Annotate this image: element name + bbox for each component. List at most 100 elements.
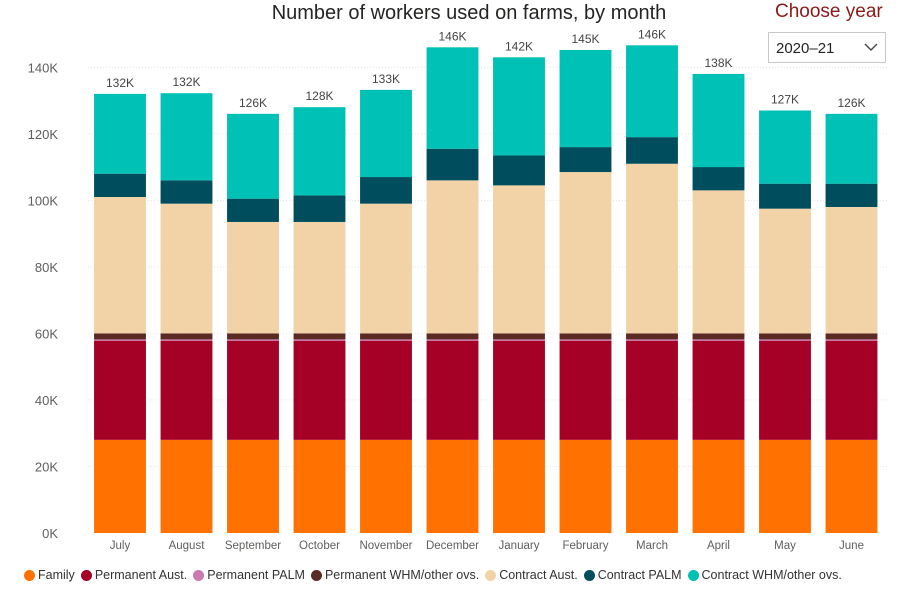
bar-segment-contract-whm-other-ovs--march[interactable] (626, 45, 678, 138)
bar-segment-contract-whm-other-ovs--november[interactable] (360, 89, 412, 178)
bar-segment-contract-aust--september[interactable] (227, 221, 279, 334)
bar-segment-contract-palm-february[interactable] (559, 147, 612, 173)
bar-segment-permanent-palm-february[interactable] (559, 339, 612, 341)
legend-item[interactable]: Permanent WHM/other ovs. (310, 568, 480, 582)
bar-segment-contract-whm-other-ovs--june[interactable] (825, 113, 878, 184)
bar-segment-permanent-palm-january[interactable] (493, 339, 545, 341)
bar-segment-contract-aust--april[interactable] (692, 190, 745, 334)
legend-swatch (485, 569, 497, 581)
bar-segment-permanent-aust--august[interactable] (160, 340, 213, 440)
x-tick-label: July (110, 540, 131, 552)
bar-segment-permanent-whm-other-ovs--february[interactable] (559, 333, 612, 340)
bar-segment-permanent-whm-other-ovs--october[interactable] (293, 333, 346, 340)
legend-item[interactable]: Family (24, 568, 75, 582)
bar-segment-permanent-whm-other-ovs--july[interactable] (94, 333, 146, 340)
bar-segment-family-may[interactable] (759, 439, 811, 533)
chevron-down-icon (864, 43, 878, 51)
total-label: 127K (771, 93, 799, 107)
bar-segment-contract-whm-other-ovs--january[interactable] (493, 57, 545, 156)
bar-segment-permanent-aust--april[interactable] (692, 340, 745, 440)
bar-segment-contract-palm-september[interactable] (227, 198, 279, 222)
bar-segment-contract-whm-other-ovs--february[interactable] (559, 49, 612, 148)
bar-segment-contract-aust--march[interactable] (626, 163, 678, 334)
bar-segment-permanent-whm-other-ovs--december[interactable] (426, 333, 479, 340)
bar-segment-family-february[interactable] (559, 439, 612, 533)
bar-segment-permanent-palm-december[interactable] (426, 339, 479, 341)
bar-segment-permanent-palm-july[interactable] (94, 339, 146, 341)
bar-segment-permanent-whm-other-ovs--august[interactable] (160, 333, 213, 340)
bar-segment-permanent-whm-other-ovs--november[interactable] (360, 333, 412, 340)
legend-item[interactable]: Permanent PALM (193, 568, 305, 582)
bar-segment-family-december[interactable] (426, 439, 479, 533)
bar-segment-permanent-palm-may[interactable] (759, 339, 811, 341)
bar-segment-permanent-aust--may[interactable] (759, 340, 811, 440)
bar-segment-permanent-aust--september[interactable] (227, 340, 279, 440)
bar-segment-contract-palm-may[interactable] (759, 183, 811, 209)
bar-segment-contract-aust--february[interactable] (559, 172, 612, 334)
bar-segment-contract-whm-other-ovs--october[interactable] (293, 107, 346, 196)
bar-segment-contract-whm-other-ovs--july[interactable] (94, 93, 146, 174)
bar-segment-family-november[interactable] (360, 439, 412, 533)
legend-swatch (687, 569, 699, 581)
bar-segment-family-october[interactable] (293, 439, 346, 533)
bar-segment-contract-palm-january[interactable] (493, 155, 545, 186)
bar-segment-contract-aust--november[interactable] (360, 203, 412, 334)
bar-segment-family-june[interactable] (825, 439, 878, 533)
bar-segment-permanent-palm-november[interactable] (360, 339, 412, 341)
bar-segment-family-march[interactable] (626, 439, 678, 533)
bar-segment-family-january[interactable] (493, 439, 545, 533)
bar-segment-permanent-aust--june[interactable] (825, 340, 878, 440)
legend-swatch (583, 569, 595, 581)
bar-segment-permanent-aust--march[interactable] (626, 340, 678, 440)
bar-segment-contract-palm-december[interactable] (426, 148, 479, 181)
bar-segment-contract-palm-july[interactable] (94, 173, 146, 198)
legend-item[interactable]: Contract Aust. (485, 568, 578, 582)
bar-segment-contract-whm-other-ovs--august[interactable] (160, 93, 213, 181)
y-tick-label: 60K (35, 326, 58, 341)
bar-segment-contract-aust--july[interactable] (94, 197, 146, 334)
bar-segment-permanent-palm-october[interactable] (293, 339, 346, 341)
bar-segment-permanent-whm-other-ovs--june[interactable] (825, 333, 878, 340)
bar-segment-permanent-palm-april[interactable] (692, 339, 745, 341)
bar-segment-permanent-palm-march[interactable] (626, 339, 678, 341)
bar-segment-family-august[interactable] (160, 439, 213, 533)
year-select[interactable]: 2020–21 (768, 32, 886, 63)
bar-segment-family-september[interactable] (227, 439, 279, 533)
bar-segment-contract-palm-august[interactable] (160, 180, 213, 204)
bar-segment-permanent-aust--july[interactable] (94, 340, 146, 440)
bar-segment-permanent-whm-other-ovs--march[interactable] (626, 333, 678, 340)
bar-segment-contract-aust--october[interactable] (293, 221, 346, 334)
bar-segment-contract-aust--may[interactable] (759, 208, 811, 334)
bar-segment-family-july[interactable] (94, 439, 146, 533)
bar-segment-permanent-palm-august[interactable] (160, 339, 213, 341)
bar-segment-contract-palm-june[interactable] (825, 183, 878, 207)
bar-segment-permanent-aust--october[interactable] (293, 340, 346, 440)
bar-segment-contract-aust--june[interactable] (825, 206, 878, 334)
bar-segment-permanent-aust--november[interactable] (360, 340, 412, 440)
bar-segment-contract-aust--august[interactable] (160, 203, 213, 334)
bar-segment-permanent-palm-september[interactable] (227, 339, 279, 341)
bar-segment-permanent-aust--february[interactable] (559, 340, 612, 440)
bar-segment-permanent-palm-june[interactable] (825, 339, 878, 341)
bar-segment-contract-whm-other-ovs--september[interactable] (227, 113, 279, 199)
bar-segment-contract-whm-other-ovs--april[interactable] (692, 73, 745, 168)
legend-item[interactable]: Contract WHM/other ovs. (687, 568, 842, 582)
bar-segment-permanent-aust--december[interactable] (426, 340, 479, 440)
bar-segment-contract-palm-march[interactable] (626, 137, 678, 164)
bar-segment-permanent-whm-other-ovs--january[interactable] (493, 333, 545, 340)
bar-segment-contract-palm-april[interactable] (692, 167, 745, 191)
bar-segment-permanent-aust--january[interactable] (493, 340, 545, 440)
bar-segment-contract-palm-october[interactable] (293, 195, 346, 222)
bar-segment-permanent-whm-other-ovs--may[interactable] (759, 333, 811, 340)
bar-segment-contract-aust--january[interactable] (493, 185, 545, 334)
bar-segment-permanent-whm-other-ovs--april[interactable] (692, 333, 745, 340)
bar-segment-contract-palm-november[interactable] (360, 177, 412, 204)
bar-segment-contract-whm-other-ovs--may[interactable] (759, 110, 811, 184)
legend-item[interactable]: Permanent Aust. (80, 568, 187, 582)
legend-label: Permanent WHM/other ovs. (324, 568, 480, 582)
bar-segment-family-april[interactable] (692, 439, 745, 533)
bar-segment-permanent-whm-other-ovs--september[interactable] (227, 333, 279, 340)
bar-segment-contract-aust--december[interactable] (426, 180, 479, 334)
bar-segment-contract-whm-other-ovs--december[interactable] (426, 47, 479, 149)
legend-item[interactable]: Contract PALM (583, 568, 682, 582)
